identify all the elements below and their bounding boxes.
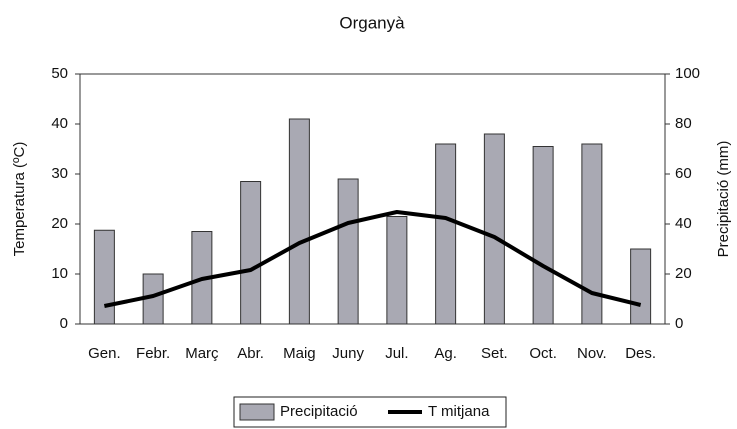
x-tick-label: Des. [625,345,656,362]
x-tick-label: Jul. [385,345,408,362]
x-tick-label: Febr. [136,345,170,362]
y2-tick-label: 40 [675,215,692,232]
bar [240,181,262,325]
y-axis-label: Temperatura (ºC) [11,142,28,257]
x-tick-label: Ag. [434,345,457,362]
x-tick-label: Abr. [237,345,264,362]
y2-tick-label: 80 [675,115,692,132]
x-tick-label: Gen. [88,345,121,362]
x-tick-label: Març [185,345,219,362]
bar [532,146,554,325]
bar [386,216,408,325]
line [103,210,642,308]
y-tick-label: 10 [51,265,68,282]
bar [630,248,652,325]
legend-label: Precipitació [280,403,358,420]
x-tick-label: Nov. [577,345,607,362]
y2-axis-label: Precipitació (mm) [715,141,732,258]
plot-frame [79,73,666,325]
y-tick-label: 20 [51,215,68,232]
y2-tick-label: 20 [675,265,692,282]
y2-tick-label: 100 [675,65,700,82]
y-tick-label: 30 [51,165,68,182]
x-tick-label: Set. [481,345,508,362]
bar [337,178,359,325]
y-tick-label: 0 [60,315,68,332]
x-tick-label: Oct. [529,345,557,362]
legend-swatch [239,403,275,421]
y2-tick-label: 0 [675,315,683,332]
x-tick-label: Maig [283,345,316,362]
x-tick-label: Juny [332,345,364,362]
legend-label: T mitjana [428,403,490,420]
bar [581,143,603,325]
y-tick-label: 50 [51,65,68,82]
bar [288,118,310,325]
y-tick-label: 40 [51,115,68,132]
y2-tick-label: 60 [675,165,692,182]
bar [93,229,115,325]
bar [483,133,505,325]
bar [435,143,457,325]
chart-title: Organyà [339,13,405,32]
legend-box [233,396,507,428]
